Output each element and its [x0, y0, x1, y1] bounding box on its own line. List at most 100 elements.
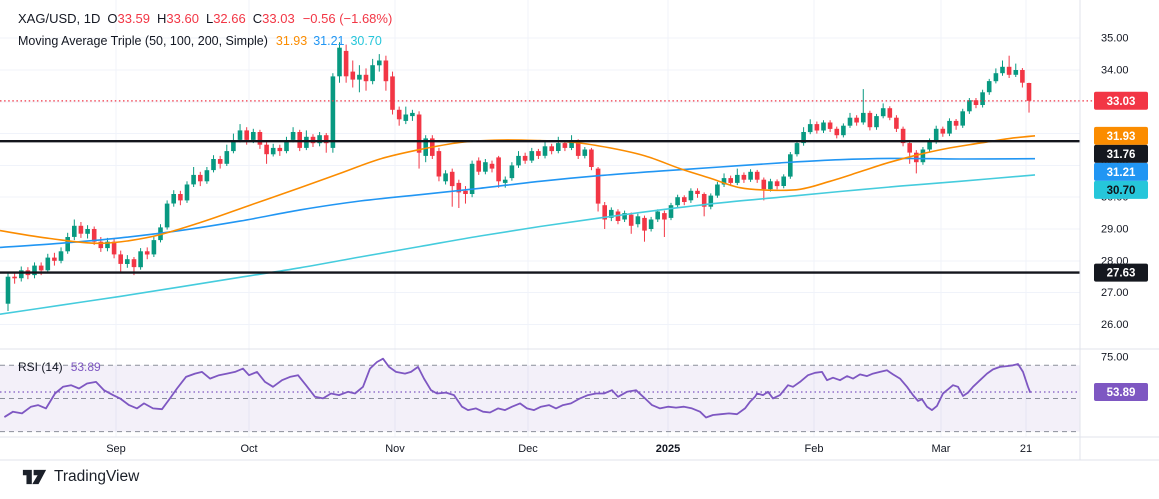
candle-body [1013, 70, 1019, 75]
candle-body [496, 157, 501, 182]
candle-body [251, 132, 256, 140]
candle-body [841, 125, 846, 136]
rsi-tick-label: 75.00 [1101, 352, 1129, 364]
candle-body [410, 112, 415, 117]
watermark-text: TradingView [54, 468, 140, 485]
candle-body [715, 184, 720, 196]
candle-body [609, 209, 614, 218]
candle [781, 174, 786, 189]
candle [317, 132, 322, 147]
candle [277, 144, 283, 156]
candle-body [284, 140, 289, 152]
candle [231, 133, 236, 154]
candle [529, 147, 535, 163]
candle [993, 68, 999, 84]
candle-body [741, 174, 747, 180]
candle [741, 172, 747, 183]
candle [628, 212, 634, 234]
candle-body [549, 146, 554, 152]
candle-body [370, 65, 375, 82]
candle-body [927, 141, 932, 150]
candle-body [861, 112, 866, 123]
candle-body [986, 81, 992, 93]
candle-body [52, 257, 57, 261]
candle-body [483, 162, 488, 172]
time-axis[interactable]: Sep Oct Nov Dec 2025 Feb Mar 21 [106, 443, 1032, 455]
candle [410, 109, 415, 121]
candle-body [827, 122, 833, 129]
candle [947, 118, 952, 137]
candle [675, 194, 680, 208]
ma100-value: 31.21 [313, 34, 345, 49]
candle-body [125, 259, 130, 264]
candle [396, 106, 402, 126]
candle-body [516, 155, 521, 166]
candle-body [277, 147, 283, 152]
candle-body [78, 225, 84, 234]
candle-body [953, 120, 959, 126]
candle-body [58, 251, 64, 261]
candle-body [105, 241, 110, 249]
candle-body [363, 74, 369, 82]
candle [403, 106, 409, 125]
candle [469, 160, 475, 198]
time-tick-label: Sep [106, 443, 126, 455]
price-badge-bg [1094, 126, 1148, 145]
price-badge-bg [1094, 263, 1148, 282]
candle [940, 126, 946, 137]
time-tick-label: Mar [932, 443, 951, 455]
candle [748, 169, 753, 182]
rsi-legend[interactable]: RSI (14) 53.89 [18, 360, 101, 374]
candle [91, 226, 97, 245]
candle [45, 253, 51, 273]
candle [522, 152, 528, 164]
candle-body [357, 74, 362, 80]
candle [622, 210, 627, 222]
candle-body [257, 132, 263, 145]
candle-body [297, 132, 302, 148]
price-badge-label: 53.89 [1107, 387, 1136, 399]
candle-body [476, 160, 481, 172]
candle-body [264, 144, 269, 155]
candle-body [642, 217, 647, 231]
candle-body [98, 241, 104, 249]
candle [1020, 68, 1025, 88]
candle [953, 119, 959, 130]
candle [52, 252, 57, 266]
candle [144, 247, 150, 260]
candle [986, 78, 992, 95]
candle [224, 144, 230, 166]
candle-body [536, 151, 541, 156]
candle [78, 222, 84, 238]
candle-body [569, 141, 574, 148]
candle-body [768, 181, 773, 190]
candle [171, 190, 176, 207]
symbol-title[interactable]: XAG/USD, 1D [18, 11, 101, 26]
candle [191, 167, 196, 187]
candle-body [622, 213, 627, 220]
candle [19, 266, 24, 282]
candle [164, 200, 170, 230]
candle [973, 98, 979, 109]
candle-body [237, 130, 243, 140]
candle [556, 136, 561, 154]
candle-body [131, 259, 137, 268]
high-value: 33.60 [166, 11, 199, 26]
candle [32, 262, 37, 279]
candle [350, 60, 356, 88]
candle-body [178, 194, 183, 201]
candle [807, 119, 813, 135]
candle [655, 209, 660, 222]
price-badge-label: 31.21 [1107, 167, 1136, 179]
candle-body [72, 225, 77, 237]
ma50-value: 31.93 [275, 34, 308, 49]
price-badge-label: 33.03 [1107, 96, 1136, 108]
candle [85, 225, 90, 239]
candle [217, 155, 223, 169]
candle-body [542, 146, 548, 156]
price-badge: 31.93 [1094, 126, 1148, 145]
candle [476, 157, 481, 175]
ma-indicator-title[interactable]: Moving Average Triple (50, 100, 200, Sim… [18, 34, 268, 49]
price-badge: 53.89 [1094, 383, 1148, 401]
